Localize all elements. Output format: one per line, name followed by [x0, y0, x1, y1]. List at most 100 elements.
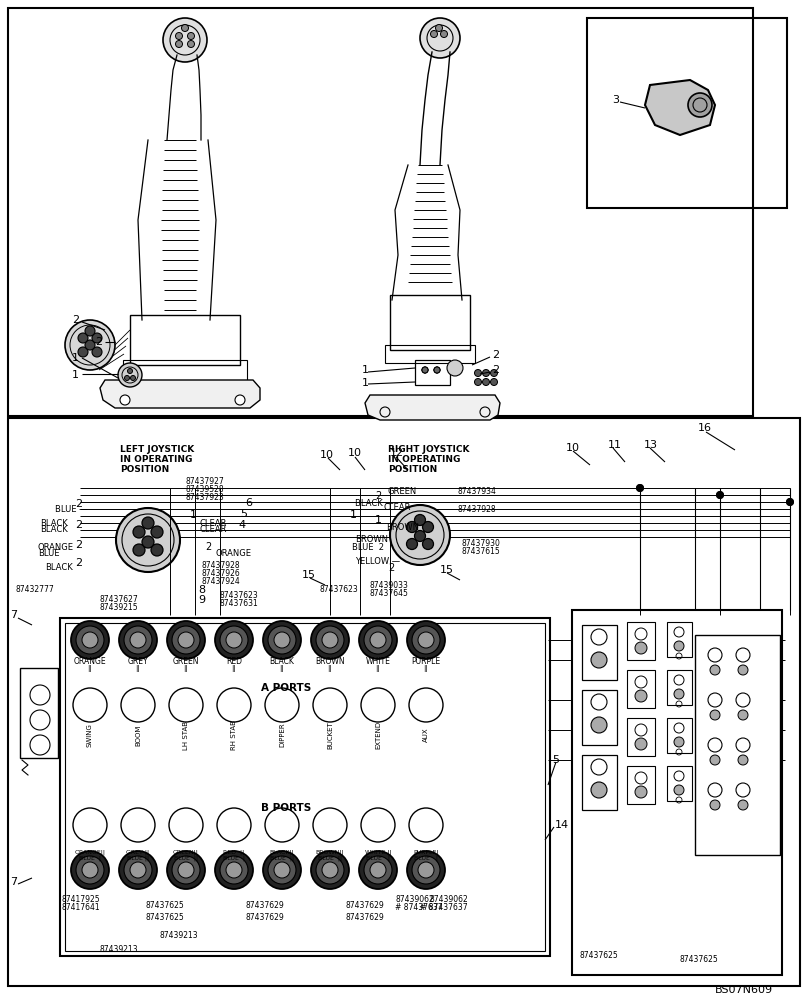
- Circle shape: [786, 498, 794, 506]
- Circle shape: [447, 360, 463, 376]
- Bar: [60, 618, 550, 956]
- Text: 87437625: 87437625: [145, 900, 183, 910]
- Circle shape: [423, 538, 434, 550]
- Circle shape: [120, 395, 130, 405]
- Text: 10: 10: [320, 450, 334, 460]
- Circle shape: [412, 856, 440, 884]
- Circle shape: [434, 367, 440, 373]
- Circle shape: [85, 340, 95, 350]
- Circle shape: [263, 851, 301, 889]
- Circle shape: [172, 626, 200, 654]
- Text: BLUE  ||: BLUE ||: [318, 855, 342, 861]
- Circle shape: [178, 862, 194, 878]
- Text: BS07N609: BS07N609: [715, 985, 773, 995]
- Circle shape: [674, 689, 684, 699]
- Circle shape: [65, 320, 115, 370]
- Bar: [65, 623, 545, 951]
- Text: 1: 1: [362, 378, 369, 388]
- Text: CLEAR: CLEAR: [383, 502, 410, 512]
- Circle shape: [415, 530, 426, 542]
- Bar: [582, 625, 617, 680]
- Text: 2: 2: [72, 315, 79, 325]
- Text: 2: 2: [492, 365, 499, 375]
- Circle shape: [311, 851, 349, 889]
- Text: 1: 1: [362, 365, 369, 375]
- Text: 87417925: 87417925: [62, 896, 101, 904]
- Circle shape: [118, 363, 142, 387]
- Bar: [20, 668, 58, 758]
- Circle shape: [119, 621, 157, 659]
- Text: 12: 12: [390, 448, 404, 458]
- Circle shape: [142, 536, 154, 548]
- Text: BLUE: BLUE: [38, 550, 60, 558]
- Text: 87437629: 87437629: [345, 900, 384, 910]
- Text: ||: ||: [280, 664, 284, 672]
- Circle shape: [163, 18, 207, 62]
- Circle shape: [390, 505, 450, 565]
- Text: BLACK —: BLACK —: [355, 498, 393, 508]
- Text: B PORTS: B PORTS: [261, 803, 311, 813]
- Circle shape: [474, 378, 482, 385]
- Circle shape: [415, 514, 426, 526]
- Text: 2: 2: [492, 350, 499, 360]
- Text: 5: 5: [240, 509, 247, 519]
- Circle shape: [474, 369, 482, 376]
- Text: 2: 2: [95, 337, 102, 347]
- Text: GREEN: GREEN: [388, 488, 417, 496]
- Bar: [627, 766, 655, 804]
- Text: BLACK||: BLACK||: [270, 849, 294, 855]
- Bar: [667, 718, 692, 753]
- Text: BROWN||: BROWN||: [316, 849, 344, 855]
- Circle shape: [133, 526, 145, 538]
- Circle shape: [688, 93, 712, 117]
- Text: BLACK: BLACK: [40, 518, 68, 528]
- Text: 2: 2: [388, 563, 394, 573]
- Text: GREEN: GREEN: [173, 658, 200, 666]
- Circle shape: [406, 522, 418, 532]
- Polygon shape: [100, 380, 260, 408]
- Circle shape: [591, 717, 607, 733]
- Circle shape: [82, 862, 98, 878]
- Circle shape: [142, 517, 154, 529]
- Text: 87437631: 87437631: [220, 598, 259, 607]
- Bar: [582, 690, 617, 745]
- Text: 87437926: 87437926: [202, 570, 241, 578]
- Text: ||: ||: [423, 664, 428, 672]
- Text: A PORTS: A PORTS: [261, 683, 311, 693]
- Circle shape: [591, 782, 607, 798]
- Circle shape: [82, 632, 98, 648]
- Circle shape: [124, 375, 129, 380]
- Text: GREY ||: GREY ||: [126, 849, 149, 855]
- Circle shape: [674, 641, 684, 651]
- Text: 2: 2: [205, 542, 211, 552]
- Text: 87437623: 87437623: [320, 585, 359, 594]
- Circle shape: [220, 856, 248, 884]
- Text: IN OPERATING: IN OPERATING: [120, 456, 192, 464]
- Text: ||: ||: [183, 664, 188, 672]
- Text: POSITION: POSITION: [388, 466, 437, 475]
- Circle shape: [167, 851, 205, 889]
- Bar: [667, 766, 692, 801]
- Text: 16: 16: [698, 423, 712, 433]
- Circle shape: [85, 326, 95, 336]
- Text: 87437934: 87437934: [457, 487, 496, 495]
- Circle shape: [738, 665, 748, 675]
- Circle shape: [215, 621, 253, 659]
- Text: 2: 2: [75, 558, 82, 568]
- Circle shape: [131, 375, 136, 380]
- Circle shape: [710, 710, 720, 720]
- Circle shape: [76, 626, 104, 654]
- Circle shape: [226, 862, 242, 878]
- Circle shape: [92, 333, 102, 343]
- Circle shape: [364, 856, 392, 884]
- Bar: [587, 18, 787, 208]
- Text: WHITE: WHITE: [365, 658, 390, 666]
- Text: BOOM: BOOM: [135, 724, 141, 746]
- Text: 2: 2: [75, 499, 82, 509]
- Text: BROWN: BROWN: [315, 658, 345, 666]
- Text: BLUE  |: BLUE |: [79, 855, 101, 861]
- Text: YELLOW —: YELLOW —: [355, 558, 400, 566]
- Circle shape: [431, 30, 437, 37]
- Circle shape: [268, 626, 296, 654]
- Text: AUX: AUX: [423, 728, 429, 742]
